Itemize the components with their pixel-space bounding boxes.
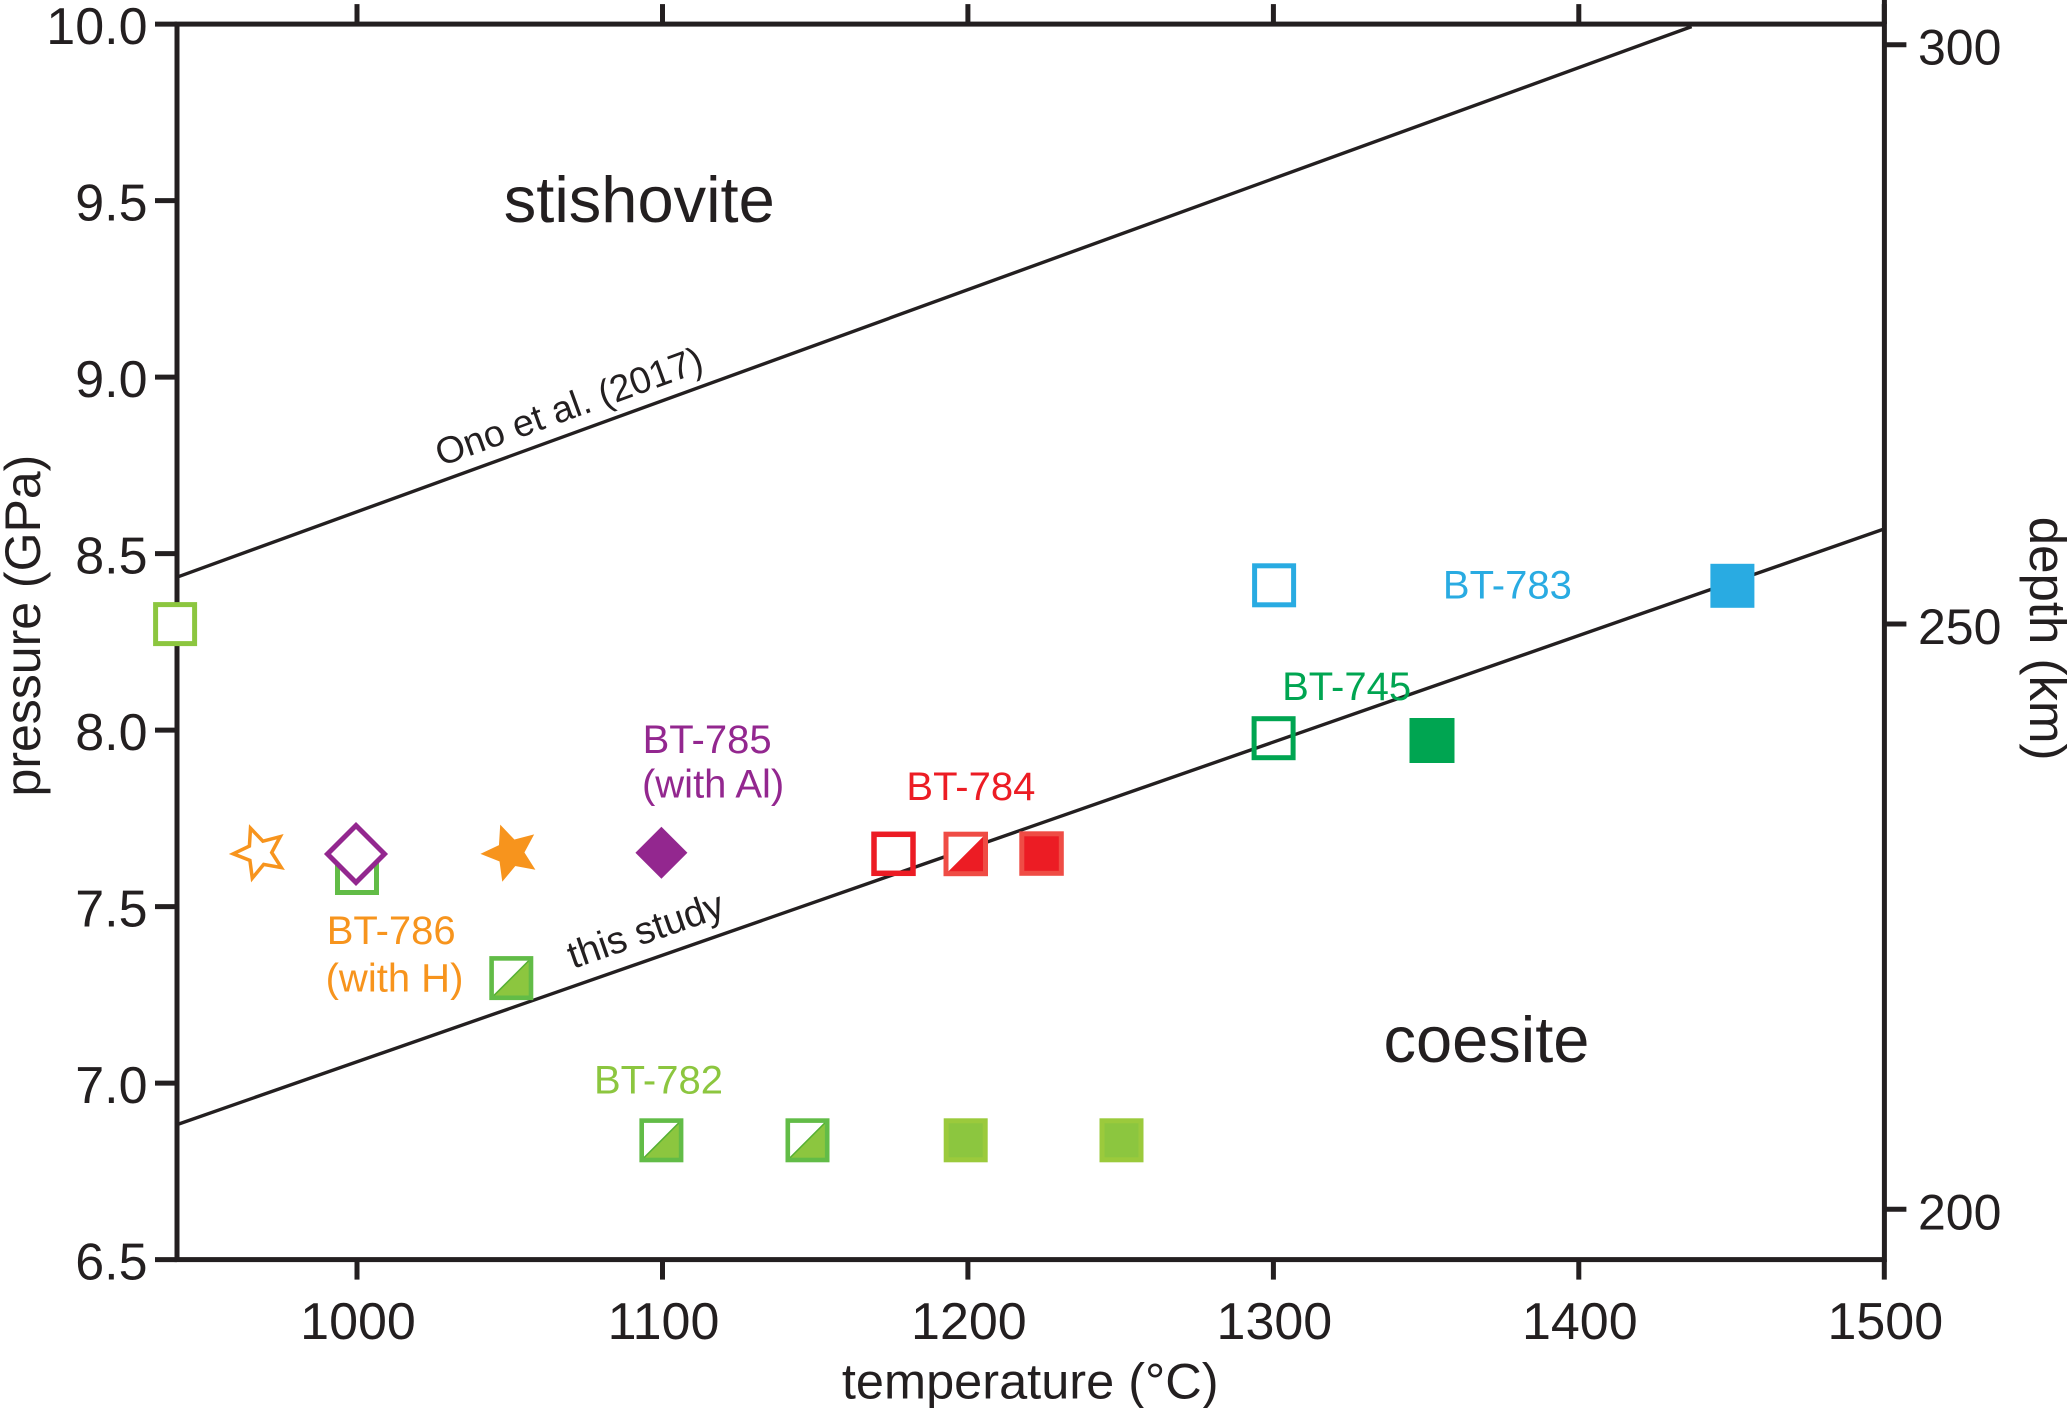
svg-text:stishovite: stishovite (504, 163, 775, 236)
svg-text:depth (km): depth (km) (2019, 517, 2067, 761)
svg-text:1400: 1400 (1522, 1293, 1638, 1351)
svg-text:200: 200 (1918, 1184, 2001, 1240)
svg-text:250: 250 (1918, 599, 2001, 655)
svg-text:BT-786: BT-786 (327, 909, 456, 953)
svg-text:1100: 1100 (608, 1293, 720, 1351)
svg-text:8.5: 8.5 (75, 528, 147, 586)
svg-text:1000: 1000 (300, 1293, 416, 1351)
svg-text:7.0: 7.0 (75, 1057, 147, 1115)
svg-text:6.5: 6.5 (75, 1234, 147, 1292)
svg-text:BT-745: BT-745 (1282, 665, 1411, 709)
svg-text:BT-785: BT-785 (643, 718, 772, 762)
svg-text:BT-782: BT-782 (594, 1058, 723, 1102)
svg-text:(with Al): (with Al) (642, 763, 784, 807)
svg-text:8.0: 8.0 (75, 704, 147, 762)
svg-text:pressure (GPa): pressure (GPa) (0, 455, 51, 797)
svg-text:BT-783: BT-783 (1443, 564, 1572, 608)
svg-text:300: 300 (1918, 20, 2001, 76)
svg-text:1300: 1300 (1217, 1293, 1333, 1351)
svg-text:(with H): (with H) (326, 957, 464, 1001)
svg-text:7.5: 7.5 (75, 881, 147, 939)
svg-text:10.0: 10.0 (46, 0, 147, 56)
svg-text:BT-784: BT-784 (906, 765, 1035, 809)
svg-text:coesite: coesite (1384, 1003, 1590, 1076)
svg-text:temperature (°C): temperature (°C) (842, 1353, 1219, 1408)
svg-text:9.5: 9.5 (75, 175, 147, 233)
svg-text:9.0: 9.0 (75, 351, 147, 409)
svg-text:1200: 1200 (911, 1293, 1027, 1351)
svg-text:1500: 1500 (1827, 1293, 1943, 1351)
